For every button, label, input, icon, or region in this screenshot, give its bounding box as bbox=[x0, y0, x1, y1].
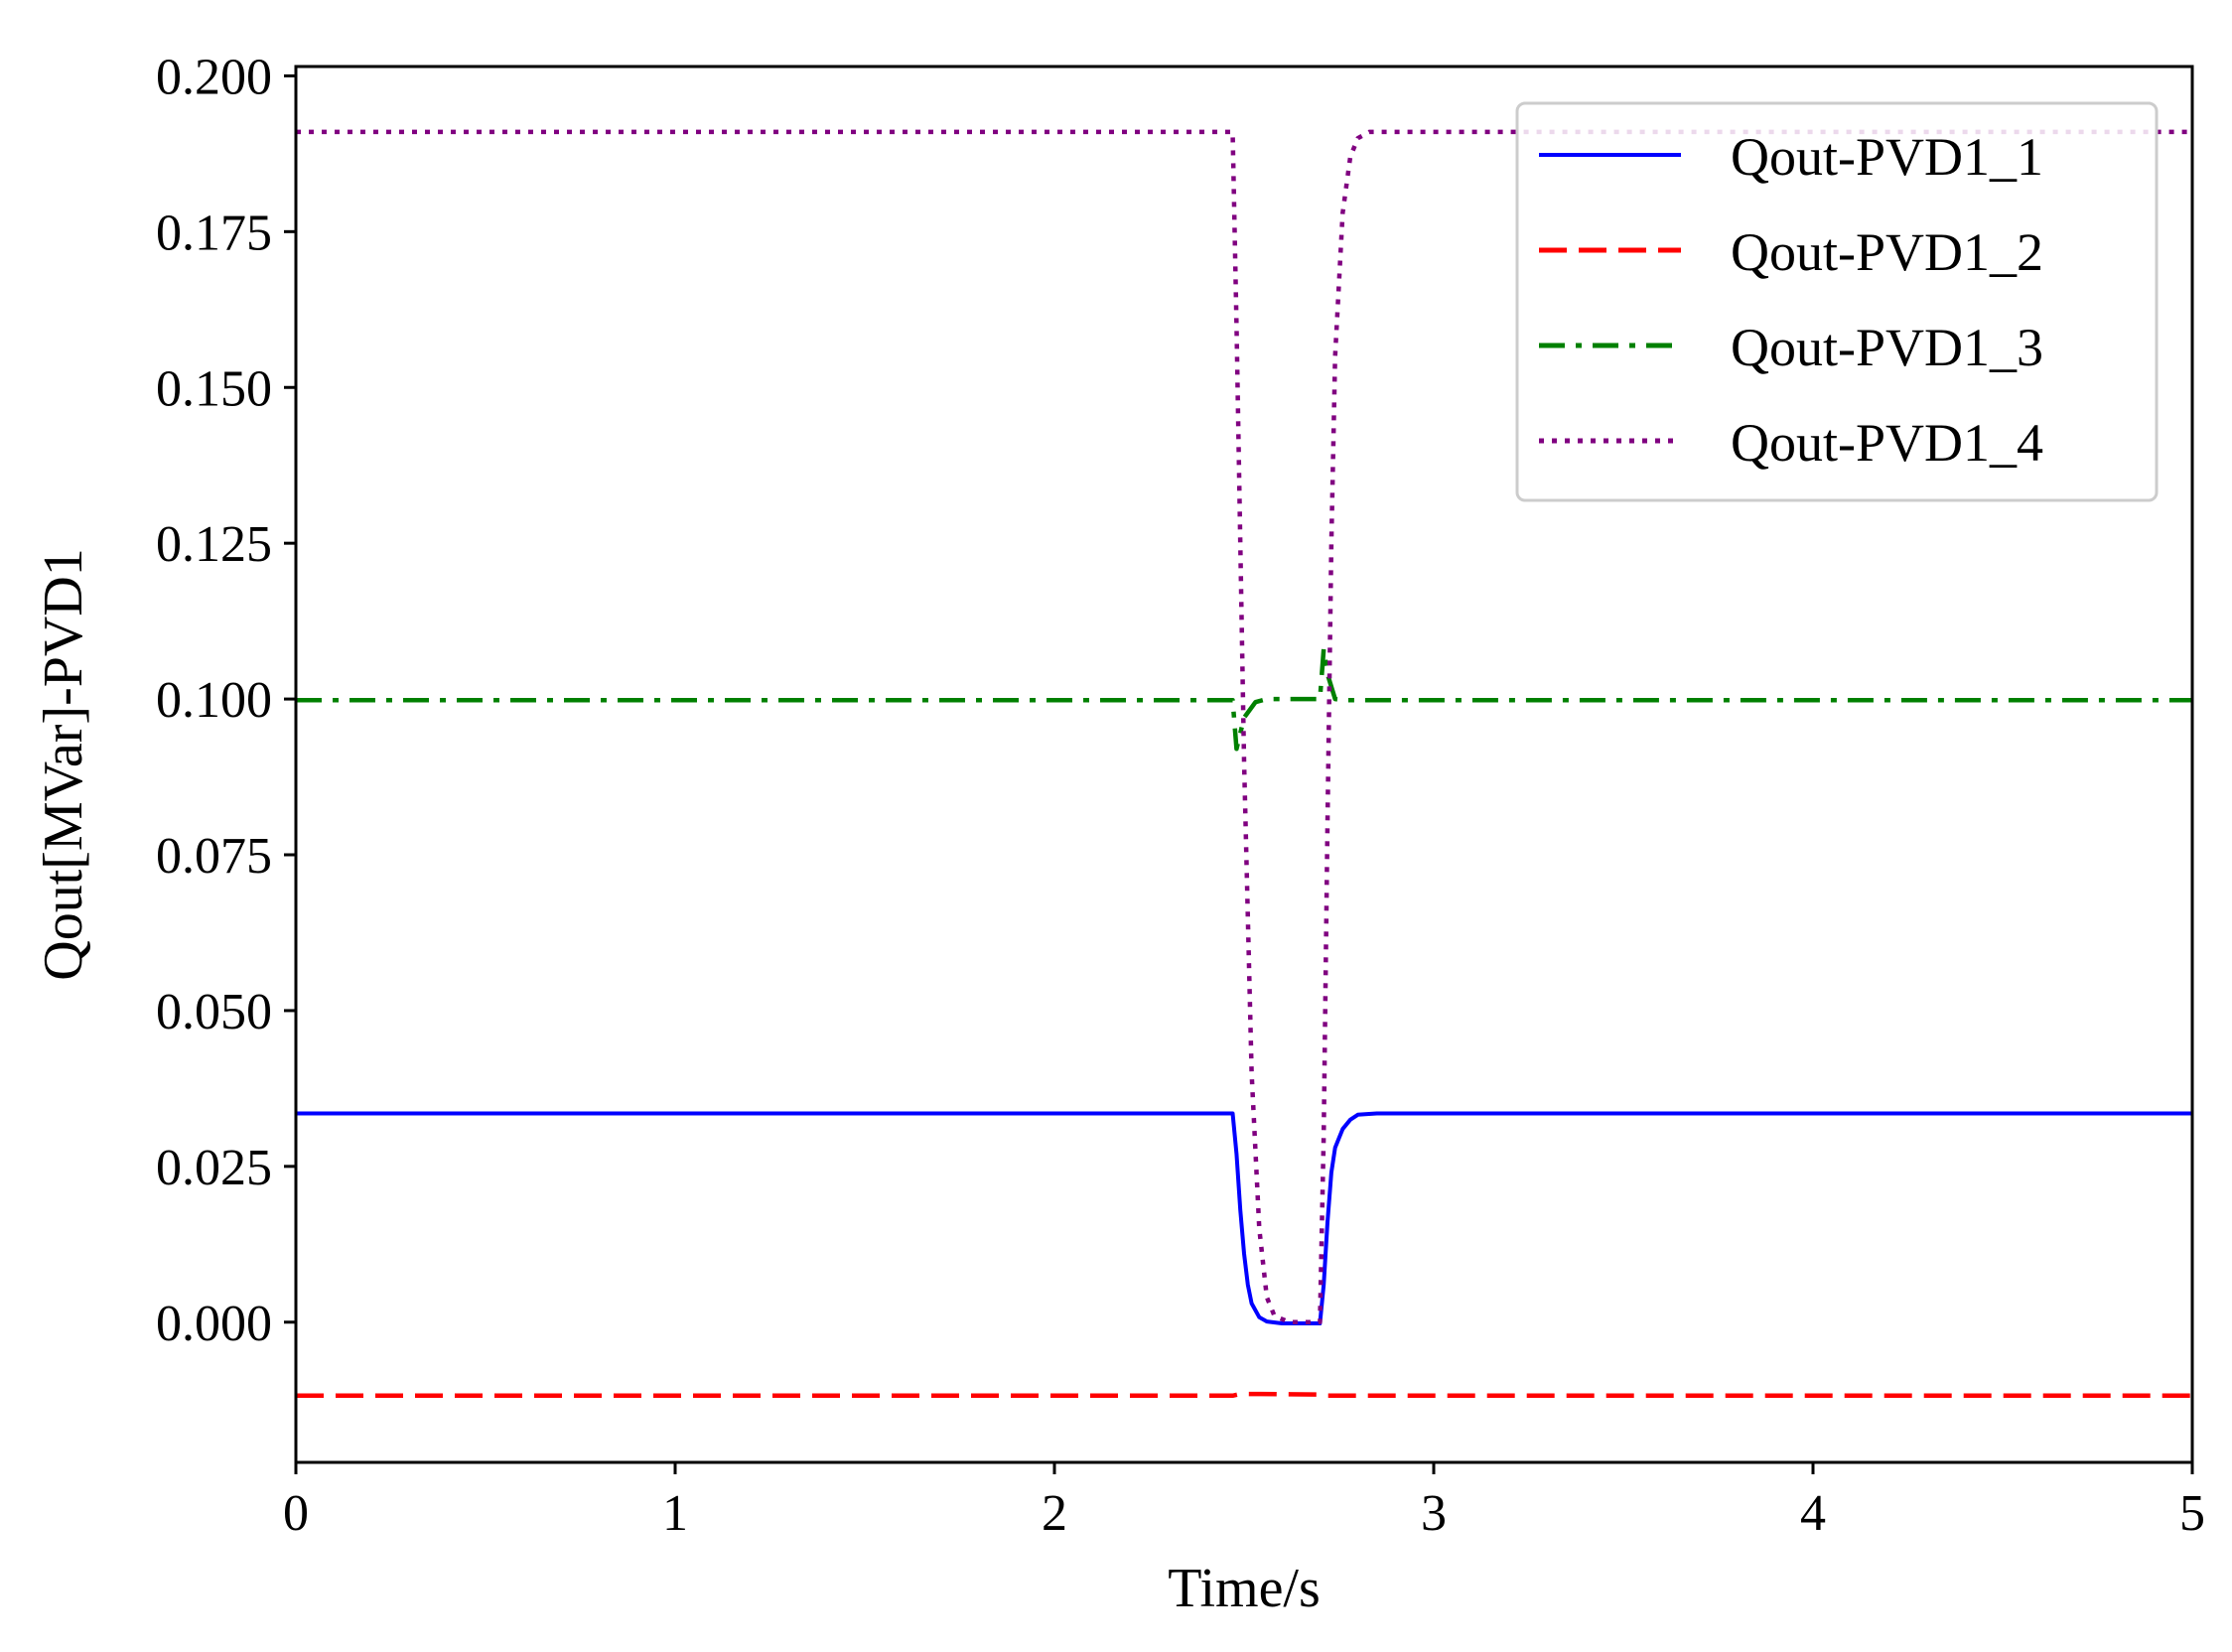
x-axis-title: Time/s bbox=[1168, 1558, 1321, 1619]
x-tick-label: 1 bbox=[662, 1485, 688, 1542]
legend-label-2: Qout-PVD1_2 bbox=[1731, 222, 2043, 282]
y-tick-label: 0.100 bbox=[156, 672, 272, 729]
y-tick-label: 0.075 bbox=[156, 828, 272, 885]
series-line-2 bbox=[296, 1391, 2192, 1399]
y-tick-label: 0.125 bbox=[156, 516, 272, 573]
x-tick-label: 4 bbox=[1800, 1485, 1826, 1542]
series-layer bbox=[296, 129, 2192, 1399]
x-tick-label: 0 bbox=[283, 1485, 309, 1542]
y-tick-label: 0.000 bbox=[156, 1296, 272, 1352]
y-axis: 0.000 0.025 0.050 0.075 0.100 0.125 0.150 0.175… bbox=[156, 49, 296, 1352]
legend-label-1: Qout-PVD1_1 bbox=[1731, 127, 2043, 187]
legend-box bbox=[1515, 101, 2159, 502]
legend: Qout-PVD1_1 Qout-PVD1_2 Qout-PVD1_3 Qout-PV… bbox=[1515, 101, 2159, 502]
legend-label-3: Qout-PVD1_3 bbox=[1731, 318, 2043, 377]
series-line-4 bbox=[296, 129, 2192, 1325]
y-tick-label: 0.150 bbox=[156, 360, 272, 417]
x-tick-label: 2 bbox=[1042, 1485, 1067, 1542]
y-tick-label: 0.200 bbox=[156, 49, 272, 105]
series-line-1 bbox=[296, 1111, 2192, 1325]
x-tick-label: 3 bbox=[1421, 1485, 1447, 1542]
plot-area-frame bbox=[294, 65, 2194, 1464]
series-line-3 bbox=[296, 646, 2192, 752]
x-tick-label: 5 bbox=[2179, 1485, 2205, 1542]
y-tick-label: 0.175 bbox=[156, 205, 272, 261]
legend-label-4: Qout-PVD1_4 bbox=[1731, 413, 2043, 473]
x-axis: 0 1 2 3 4 5 bbox=[283, 1462, 2205, 1542]
y-tick-label: 0.025 bbox=[156, 1140, 272, 1196]
y-tick-label: 0.050 bbox=[156, 984, 272, 1040]
y-axis-title: Qout[MVar]-PVD1 bbox=[33, 548, 94, 981]
